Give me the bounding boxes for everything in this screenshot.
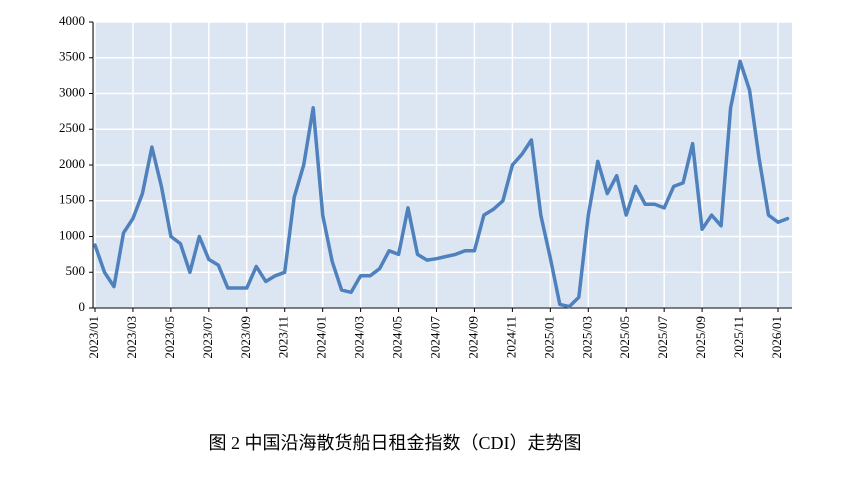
x-tick-label: 2023/03 bbox=[124, 316, 139, 359]
x-tick-label: 2025/03 bbox=[579, 316, 594, 359]
x-tick-label: 2024/03 bbox=[352, 316, 367, 359]
y-tick-label: 3000 bbox=[59, 84, 85, 99]
x-tick-label: 2024/09 bbox=[465, 316, 480, 359]
x-tick-label: 2024/05 bbox=[390, 316, 405, 359]
x-tick-label: 2023/11 bbox=[276, 316, 291, 358]
x-tick-label: 2025/05 bbox=[617, 316, 632, 359]
chart-caption: 图 2 中国沿海散货船日租金指数（CDI）走势图 bbox=[209, 433, 582, 453]
x-tick-label: 2025/01 bbox=[541, 316, 556, 359]
x-tick-label: 2025/07 bbox=[655, 316, 670, 359]
y-tick-label: 1500 bbox=[59, 192, 85, 207]
series-line bbox=[93, 59, 790, 309]
x-tick-label: 2024/11 bbox=[503, 316, 518, 358]
y-tick-label: 4000 bbox=[59, 13, 85, 28]
x-tick-label: 2025/09 bbox=[693, 316, 708, 359]
x-tick-label: 2023/01 bbox=[86, 316, 101, 359]
y-tick-label: 2000 bbox=[59, 156, 85, 171]
y-tick-label: 2500 bbox=[59, 120, 85, 135]
y-tick-label: 0 bbox=[79, 299, 86, 314]
x-tick-label: 2024/01 bbox=[314, 316, 329, 359]
x-tick-label: 2025/11 bbox=[731, 316, 746, 358]
x-tick-label: 2023/09 bbox=[238, 316, 253, 359]
x-tick-label: 2023/05 bbox=[162, 316, 177, 359]
x-tick-label: 2023/07 bbox=[200, 316, 215, 359]
x-tick-label: 2026/01 bbox=[769, 316, 784, 359]
y-tick-label: 1000 bbox=[59, 227, 85, 242]
y-tick-label: 3500 bbox=[59, 49, 85, 64]
y-tick-label: 500 bbox=[66, 263, 86, 278]
x-tick-label: 2024/07 bbox=[427, 316, 442, 359]
